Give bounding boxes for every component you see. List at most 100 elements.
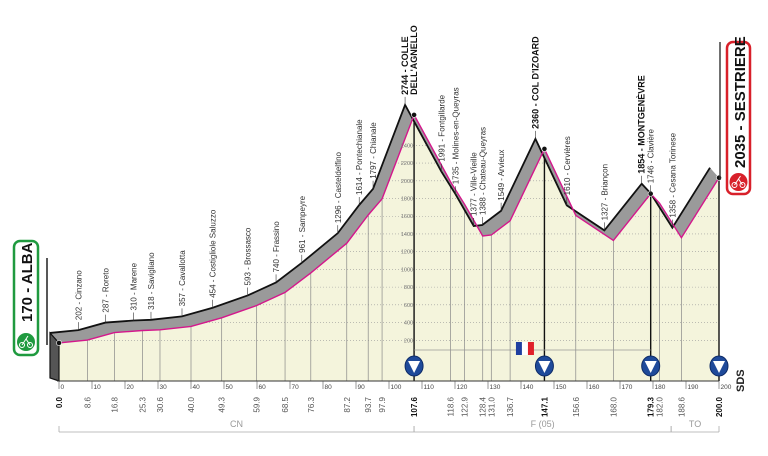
- wheel: [739, 182, 746, 188]
- waypoint-dot: [411, 111, 417, 118]
- altitude-tick-label: 2200: [401, 161, 413, 167]
- kom-marker-icon: [534, 355, 554, 377]
- kom-marker-icon: [641, 355, 661, 377]
- waypoint-label: 287 - Roreto: [101, 268, 110, 313]
- waypoint-dot: [541, 146, 548, 152]
- kom-marker-icon: [404, 355, 424, 377]
- flag-blue: [515, 342, 522, 355]
- altitude-tick-label: 1000: [401, 267, 413, 273]
- altitude-tick-label: 1200: [401, 250, 413, 256]
- km-label: 0.0: [55, 396, 64, 408]
- waypoint-label: 1549 - Arvieux: [497, 150, 506, 201]
- waypoint-dot: [56, 340, 62, 346]
- km-label: 182.0: [656, 396, 665, 417]
- km-label: 49.3: [218, 396, 227, 412]
- x-tick-label: 130: [490, 384, 501, 391]
- km-label: 147.1: [540, 396, 549, 417]
- x-tick-label: 0: [61, 384, 65, 391]
- km-label: 131.0: [487, 396, 496, 417]
- start-label: 170 - ALBA: [19, 242, 36, 322]
- x-tick-label: 30: [160, 384, 168, 391]
- km-label: 128.4: [479, 396, 488, 417]
- x-tick-label: 200: [721, 384, 732, 391]
- altitude-tick-label: 1600: [401, 214, 413, 220]
- km-label: 8.6: [83, 396, 92, 408]
- x-tick-label: 150: [556, 384, 567, 391]
- altitude-tick-label: 2000: [401, 179, 413, 185]
- wheel: [27, 342, 33, 348]
- waypoint-label: 454 - Costigliole Saluzzo: [209, 209, 218, 298]
- x-tick-label: 180: [655, 384, 666, 391]
- frame: [21, 335, 31, 346]
- km-label: 40.0: [187, 396, 196, 412]
- km-label: 68.5: [281, 396, 290, 412]
- waypoint-label: 1388 - Chateau-Queyras: [478, 127, 487, 215]
- km-label: 76.3: [307, 396, 316, 412]
- x-tick-label: 10: [94, 384, 102, 391]
- finish-badge: [725, 40, 752, 196]
- km-label: 25.3: [138, 396, 147, 412]
- waypoint-label: 593 - Brossasco: [244, 227, 253, 285]
- altitude-tick-label: 1400: [401, 232, 413, 238]
- km-label: 179.3: [647, 396, 656, 417]
- waypoint-label: 1610 - Cervières: [563, 136, 572, 195]
- region-label: CN: [230, 419, 243, 429]
- waypoint-label: 2744 - COLLE: [400, 36, 410, 95]
- waypoint-label: 1614 - Pontechianale: [355, 119, 364, 195]
- waypoint-label: 1797 - Chianale: [369, 122, 378, 179]
- altitude-tick-label: 2400: [401, 143, 413, 149]
- sds-logo: SDS: [735, 369, 747, 392]
- x-tick-label: 110: [424, 384, 435, 391]
- icon-circle: [729, 173, 748, 191]
- x-tick-label: 20: [127, 384, 135, 391]
- flag-white: [521, 342, 528, 355]
- km-label: 200.0: [715, 396, 724, 417]
- altitude-tick-label: 400: [404, 321, 413, 327]
- km-label: 16.8: [110, 396, 119, 412]
- x-tick-label: 140: [523, 384, 534, 391]
- x-tick-label: 190: [688, 384, 699, 391]
- waypoint-label: 961 - Sampeyre: [298, 195, 307, 252]
- x-tick-label: 120: [457, 384, 468, 391]
- waypoint-label: 1991 - Fontgillarde: [437, 94, 446, 161]
- waypoint-label: 1854 - MONTGENÈVRE: [637, 75, 647, 174]
- x-tick-label: 70: [292, 384, 300, 391]
- down-triangle-icon: [713, 361, 725, 373]
- x-tick-label: 100: [391, 384, 402, 391]
- x-tick-label: 170: [622, 384, 633, 391]
- waypoint-label: 310 - Marene: [129, 262, 138, 310]
- frame: [734, 175, 743, 186]
- down-triangle-icon: [644, 361, 657, 373]
- wheel: [19, 342, 25, 348]
- km-label: 97.9: [378, 396, 387, 412]
- waypoint-label: 202 - Cinzano: [74, 270, 83, 320]
- x-tick-label: 50: [226, 384, 234, 391]
- altitude-tick-label: 200: [404, 338, 413, 344]
- waypoint-dot: [716, 174, 722, 181]
- km-label: 122.9: [461, 396, 470, 417]
- waypoint-label-line2: DELL'AGNELLO: [409, 25, 419, 95]
- km-label: 87.2: [343, 396, 352, 412]
- icon-circle: [17, 333, 35, 351]
- km-label: 30.6: [156, 396, 165, 412]
- waypoint-label: 1735 - Molines-en-Queyras: [452, 87, 461, 184]
- waypoint-label: 1296 - Casteldelfino: [334, 151, 343, 223]
- region-label: TO: [689, 419, 701, 429]
- km-label: 59.9: [253, 396, 262, 412]
- altitude-tick-label: 800: [404, 285, 413, 291]
- x-tick-label: 40: [193, 384, 201, 391]
- waypoint-label: 2360 - COL D'IZOARD: [530, 36, 540, 129]
- france-flag-icon: [515, 342, 534, 355]
- finish-cyclist-icon: [729, 173, 748, 191]
- x-tick-label: 160: [589, 384, 600, 391]
- region-label: F (05): [531, 419, 555, 429]
- altitude-tick-label: 600: [404, 303, 413, 309]
- flag-red: [527, 342, 534, 355]
- x-tick-label: 90: [358, 384, 366, 391]
- waypoint-label: 740 - Frassino: [272, 221, 281, 273]
- kom-marker-icon: [709, 355, 729, 377]
- km-label: 107.6: [410, 396, 419, 417]
- down-triangle-icon: [408, 361, 421, 373]
- waypoint-label: 1327 - Briançon: [600, 164, 609, 220]
